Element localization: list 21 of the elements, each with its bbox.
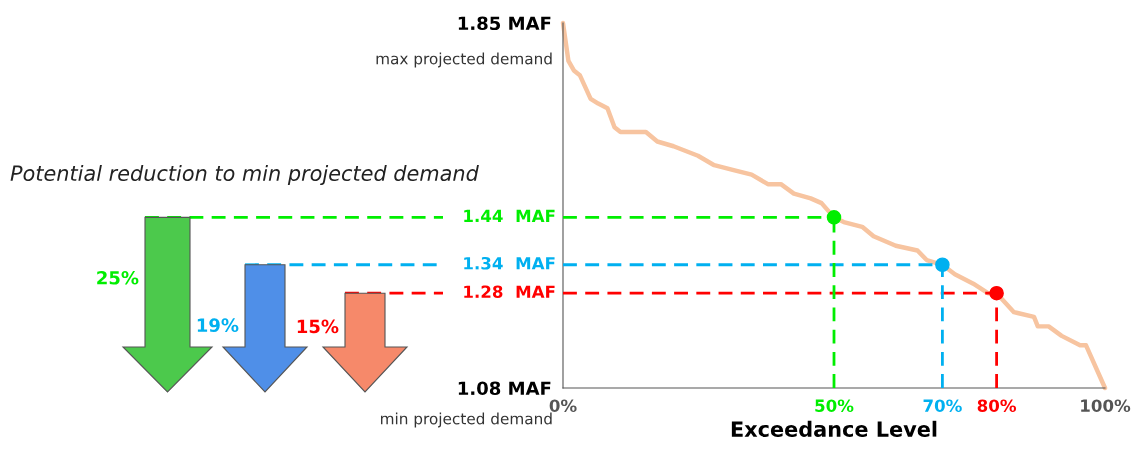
line-series: [560, 20, 1108, 391]
ref-line-label: 1.28 MAF: [464, 285, 555, 299]
x-tick-label: 100%: [1081, 399, 1131, 413]
text: 25%: [97, 270, 139, 285]
x-tick-label: 80%: [977, 399, 1017, 413]
text: max projected demand: [376, 52, 552, 68]
ref-line-label: 1.34 MAF: [464, 256, 555, 270]
x-tick-label: 50%: [815, 399, 854, 413]
y-tick-label: 1.08 MAF: [458, 381, 551, 396]
point: [935, 257, 950, 273]
x-axis-title: Exceedance Level: [731, 420, 937, 437]
y-tick-label: 1.85 MAF: [458, 16, 551, 31]
text: min projected demand: [381, 412, 552, 428]
ref-line-label: 1.44 MAF: [464, 209, 555, 222]
text: Potential reduction to min projected demand: [10, 164, 479, 186]
point: [989, 285, 1004, 301]
text: 15%: [297, 319, 339, 334]
x-tick-label: 70%: [923, 399, 962, 413]
x-tick-label: 0%: [549, 399, 577, 413]
text: 19%: [197, 318, 239, 332]
point: [826, 210, 842, 225]
